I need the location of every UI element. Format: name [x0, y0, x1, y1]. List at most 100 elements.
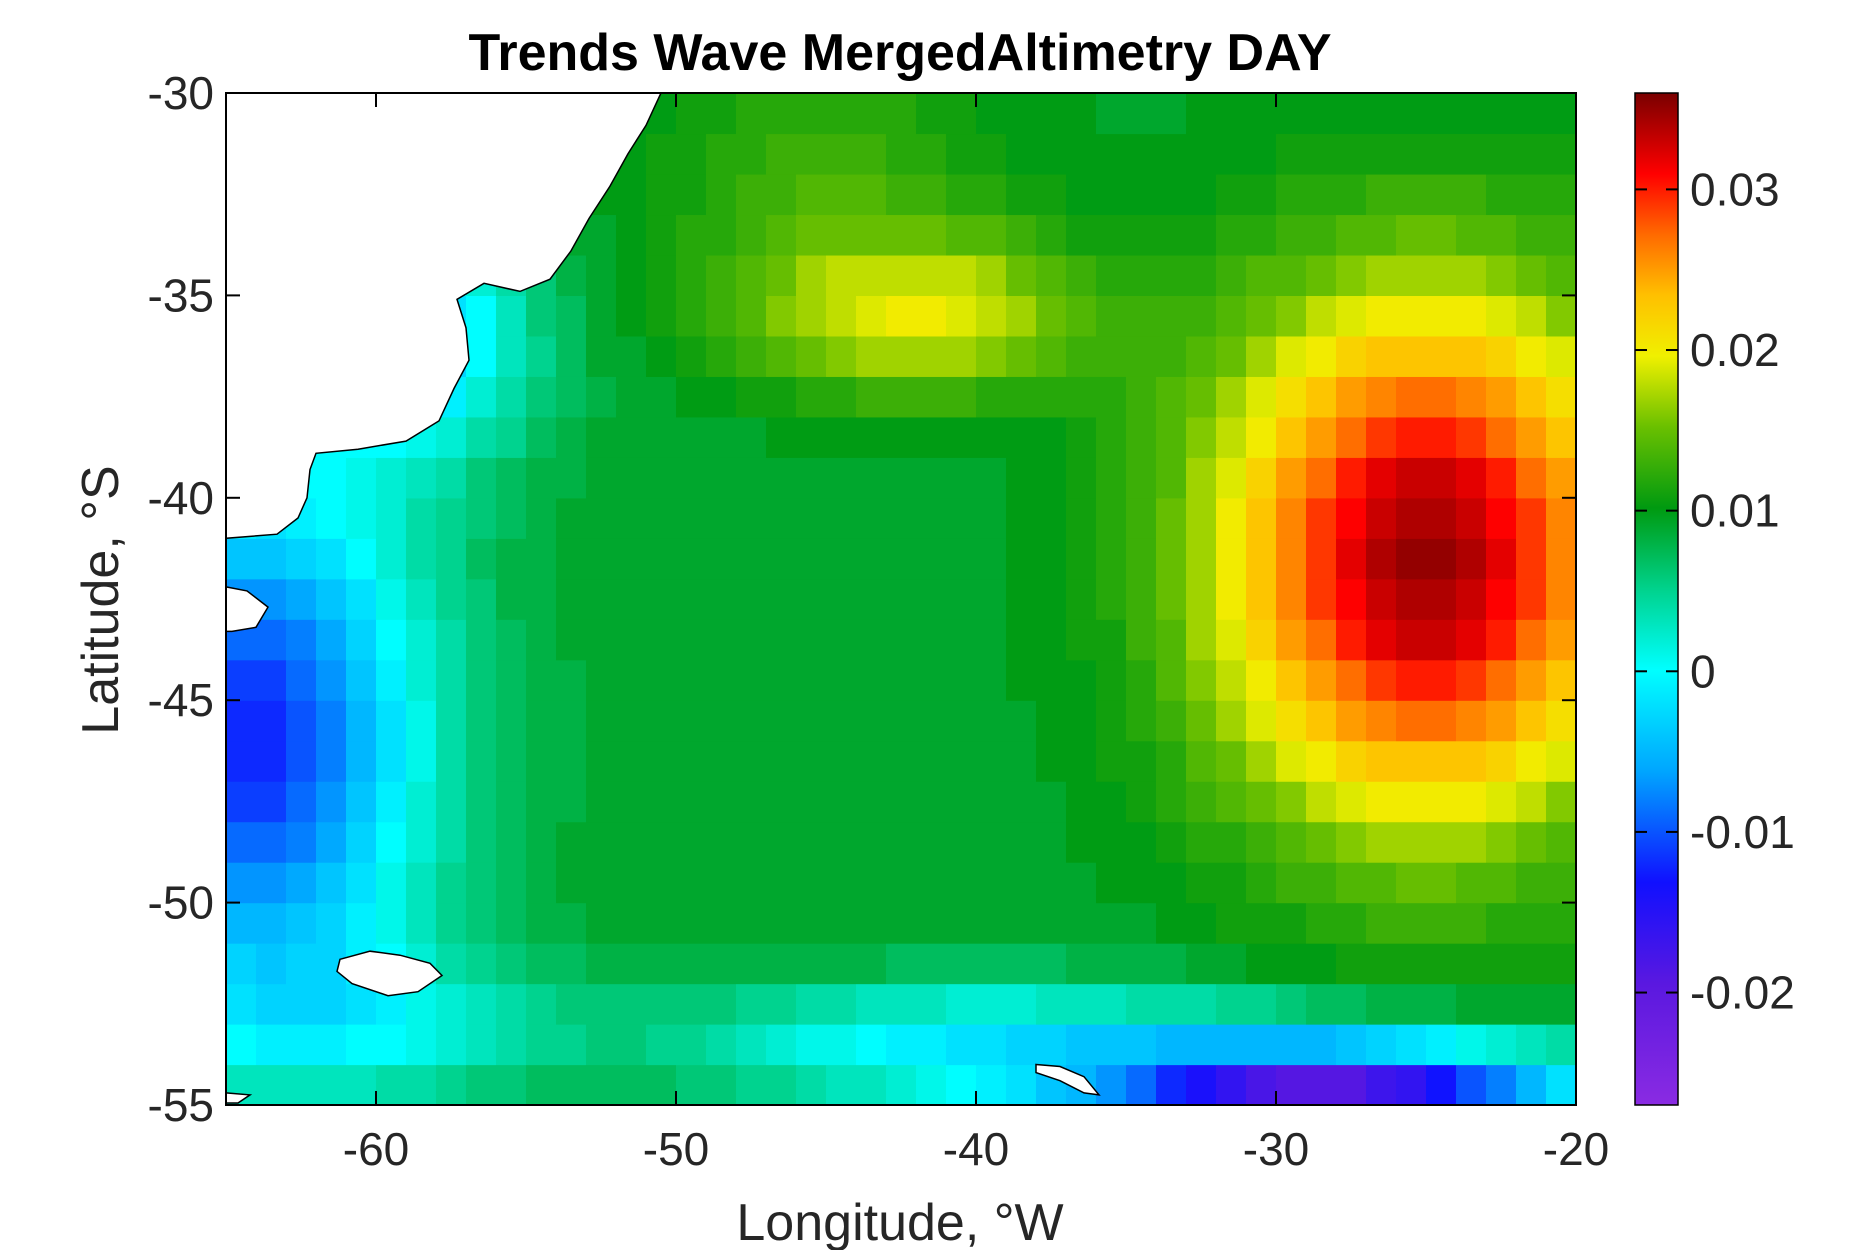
heatmap-cell	[286, 821, 317, 863]
heatmap-cell	[706, 93, 737, 135]
heatmap-cell	[316, 781, 347, 823]
heatmap-cell	[1246, 821, 1277, 863]
heatmap-cell	[1396, 578, 1427, 620]
heatmap-cell	[916, 295, 947, 337]
heatmap-cell	[376, 1064, 407, 1106]
y-tick-label: -50	[148, 877, 214, 929]
heatmap-cell	[976, 700, 1007, 742]
heatmap-cell	[706, 376, 737, 418]
heatmap-cell	[1336, 740, 1367, 782]
heatmap-cell	[616, 659, 647, 701]
heatmap-cell	[646, 619, 677, 661]
heatmap-cell	[586, 659, 617, 701]
heatmap-cell	[1096, 1064, 1127, 1106]
heatmap-cell	[1546, 254, 1577, 296]
heatmap-cell	[1396, 862, 1427, 904]
heatmap-cell	[946, 700, 977, 742]
heatmap-cell	[526, 862, 557, 904]
heatmap-cell	[1126, 983, 1157, 1025]
heatmap-cell	[1516, 902, 1547, 944]
heatmap-cell	[1486, 902, 1517, 944]
heatmap-cell	[1336, 376, 1367, 418]
heatmap-cell	[916, 983, 947, 1025]
heatmap-cell	[736, 862, 767, 904]
heatmap-cell	[586, 295, 617, 337]
heatmap-cell	[946, 821, 977, 863]
heatmap-cell	[826, 295, 857, 337]
heatmap-cell	[1546, 862, 1577, 904]
heatmap-cell	[1156, 214, 1187, 256]
heatmap-cell	[766, 376, 797, 418]
heatmap-cell	[376, 781, 407, 823]
heatmap-cell	[1426, 821, 1457, 863]
heatmap-cell	[1036, 93, 1067, 135]
heatmap-cell	[1276, 700, 1307, 742]
heatmap-cell	[496, 983, 527, 1025]
heatmap-cell	[1186, 862, 1217, 904]
heatmap-cell	[1126, 1064, 1157, 1106]
heatmap-cell	[946, 376, 977, 418]
heatmap-cell	[556, 902, 587, 944]
heatmap-cell	[556, 821, 587, 863]
heatmap-cell	[826, 173, 857, 216]
heatmap-cell	[1096, 538, 1127, 580]
heatmap-cell	[1186, 376, 1217, 418]
heatmap-cell	[856, 173, 887, 216]
heatmap-cell	[1396, 335, 1427, 377]
heatmap-cell	[1546, 538, 1577, 580]
heatmap-cell	[1396, 497, 1427, 539]
heatmap-cell	[1066, 821, 1097, 863]
heatmap-cell	[1456, 93, 1487, 135]
heatmap-cell	[1516, 93, 1547, 135]
heatmap-cell	[556, 376, 587, 418]
heatmap-cell	[1186, 133, 1217, 175]
heatmap-cell	[1456, 457, 1487, 499]
heatmap-cell	[1486, 943, 1517, 985]
heatmap-cell	[256, 1064, 287, 1106]
heatmap-cell	[1456, 1024, 1487, 1066]
heatmap-cell	[1156, 700, 1187, 742]
heatmap-cell	[1276, 214, 1307, 256]
heatmap-cell	[676, 93, 707, 135]
heatmap-cell	[556, 578, 587, 620]
heatmap-cell	[1366, 983, 1397, 1025]
heatmap-cell	[436, 578, 467, 620]
heatmap-cell	[886, 983, 917, 1025]
heatmap-cell	[1246, 376, 1277, 418]
heatmap-cell	[1306, 335, 1337, 377]
heatmap-cell	[826, 335, 857, 377]
heatmap-cell	[1396, 416, 1427, 458]
heatmap-cell	[1366, 538, 1397, 580]
heatmap-cell	[526, 335, 557, 377]
heatmap-cell	[1036, 983, 1067, 1025]
heatmap-cell	[856, 214, 887, 256]
heatmap-cell	[496, 497, 527, 539]
heatmap-cell	[646, 821, 677, 863]
heatmap-cell	[1426, 457, 1457, 499]
heatmap-cell	[1276, 173, 1307, 216]
heatmap-cell	[526, 943, 557, 985]
heatmap-cell	[676, 659, 707, 701]
heatmap-cell	[1156, 619, 1187, 661]
heatmap-cell	[586, 700, 617, 742]
heatmap-cell	[916, 538, 947, 580]
heatmap-cell	[616, 173, 647, 216]
heatmap-cell	[1426, 416, 1457, 458]
heatmap-cell	[1426, 295, 1457, 337]
heatmap-cell	[646, 700, 677, 742]
heatmap-cell	[826, 821, 857, 863]
heatmap-cell	[886, 862, 917, 904]
heatmap-cell	[1336, 902, 1367, 944]
heatmap-cell	[586, 1064, 617, 1106]
heatmap-cell	[1246, 497, 1277, 539]
heatmap-cell	[526, 983, 557, 1025]
heatmap-cell	[676, 173, 707, 216]
heatmap-cell	[916, 457, 947, 499]
heatmap-cell	[346, 457, 377, 499]
y-tick-label: -45	[148, 674, 214, 726]
heatmap-cell	[1396, 173, 1427, 216]
heatmap-cell	[466, 578, 497, 620]
heatmap-cell	[1156, 295, 1187, 337]
heatmap-cell	[1336, 1064, 1367, 1106]
heatmap-cell	[1336, 943, 1367, 985]
